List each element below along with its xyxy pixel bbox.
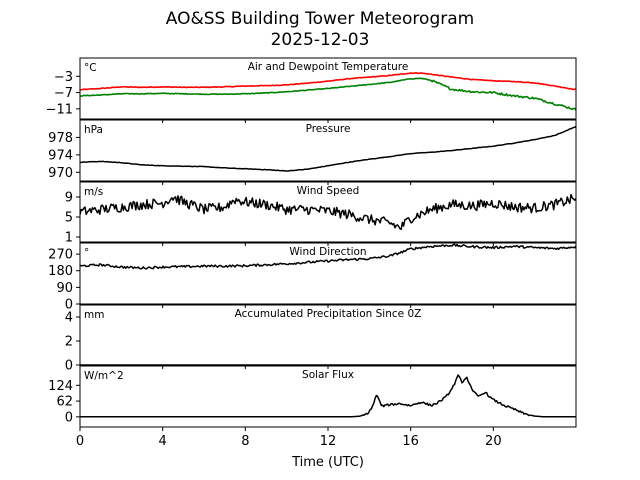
panel-title-4: Accumulated Precipitation Since 0Z	[235, 308, 422, 320]
y-tick-label-4-1: 2	[65, 335, 73, 350]
y-tick-label-4-0: 4	[65, 311, 73, 326]
unit-label-2: m/s	[84, 186, 103, 198]
unit-label-0: °C	[84, 62, 97, 74]
unit-label-4: mm	[84, 309, 104, 321]
series-line-5-0	[80, 374, 576, 418]
unit-label-3: °	[84, 247, 89, 259]
panels-group: −3−7−11 °C Air and Dewpoint Temperature 978…	[46, 57, 577, 449]
y-tick-label-3-3: 0	[65, 298, 73, 313]
panel-1: 978 974 970 hPa Pressure	[48, 119, 577, 185]
series-line-0-1	[79, 77, 577, 111]
unit-label-1: hPa	[84, 124, 103, 136]
series-line-3-0	[79, 243, 577, 270]
y-tick-label-3-2: 90	[56, 281, 73, 296]
y-tick-label-1-1: 974	[48, 148, 73, 163]
unit-label-5: W/m^2	[84, 370, 124, 382]
panel-title-5: Solar Flux	[302, 369, 354, 381]
series-line-2-0	[79, 193, 577, 231]
panel-2: 9 5 1 m/s Wind Speed	[65, 181, 577, 246]
y-tick-label-3-0: 270	[48, 248, 73, 263]
y-tick-label-0-0: −3	[54, 70, 73, 85]
x-tick-label-2: 8	[241, 434, 249, 449]
y-tick-label-2-0: 9	[65, 191, 73, 206]
y-tick-label-0-1: −7	[54, 86, 73, 101]
y-tick-label-4-2: 0	[65, 359, 73, 374]
y-tick-label-1-2: 970	[48, 166, 73, 181]
x-tick-label-1: 4	[159, 434, 167, 449]
panel-4: 4 2 0 mm Accumulated Precipitation Since 0Z	[65, 304, 577, 374]
y-tick-label-3-1: 180	[48, 264, 73, 279]
series-line-0-0	[79, 72, 577, 91]
panel-0: −3−7−11 °C Air and Dewpoint Temperature	[46, 57, 577, 123]
figure-title-line1: AO&SS Building Tower Meteorogram	[166, 9, 474, 29]
y-tick-label-5-0: 124	[48, 379, 73, 394]
x-tick-label-3: 12	[320, 434, 337, 449]
y-tick-label-2-2: 1	[65, 231, 73, 246]
y-tick-label-5-2: 0	[65, 410, 73, 425]
panel-title-3: Wind Direction	[289, 246, 366, 258]
x-axis-label: Time (UTC)	[291, 455, 364, 470]
figure-title-line2: 2025-12-03	[271, 30, 370, 50]
x-tick-label-4: 16	[402, 434, 419, 449]
y-tick-label-0-2: −11	[46, 102, 73, 117]
x-tick-label-0: 0	[76, 434, 84, 449]
y-tick-label-2-1: 5	[65, 211, 73, 226]
x-tick-label-5: 20	[485, 434, 502, 449]
panel-title-2: Wind Speed	[297, 185, 360, 197]
panel-title-0: Air and Dewpoint Temperature	[248, 61, 409, 73]
y-tick-label-5-1: 62	[56, 395, 73, 410]
y-tick-label-1-0: 978	[48, 131, 73, 146]
panel-title-1: Pressure	[306, 123, 351, 135]
series-line-1-0	[79, 125, 577, 172]
